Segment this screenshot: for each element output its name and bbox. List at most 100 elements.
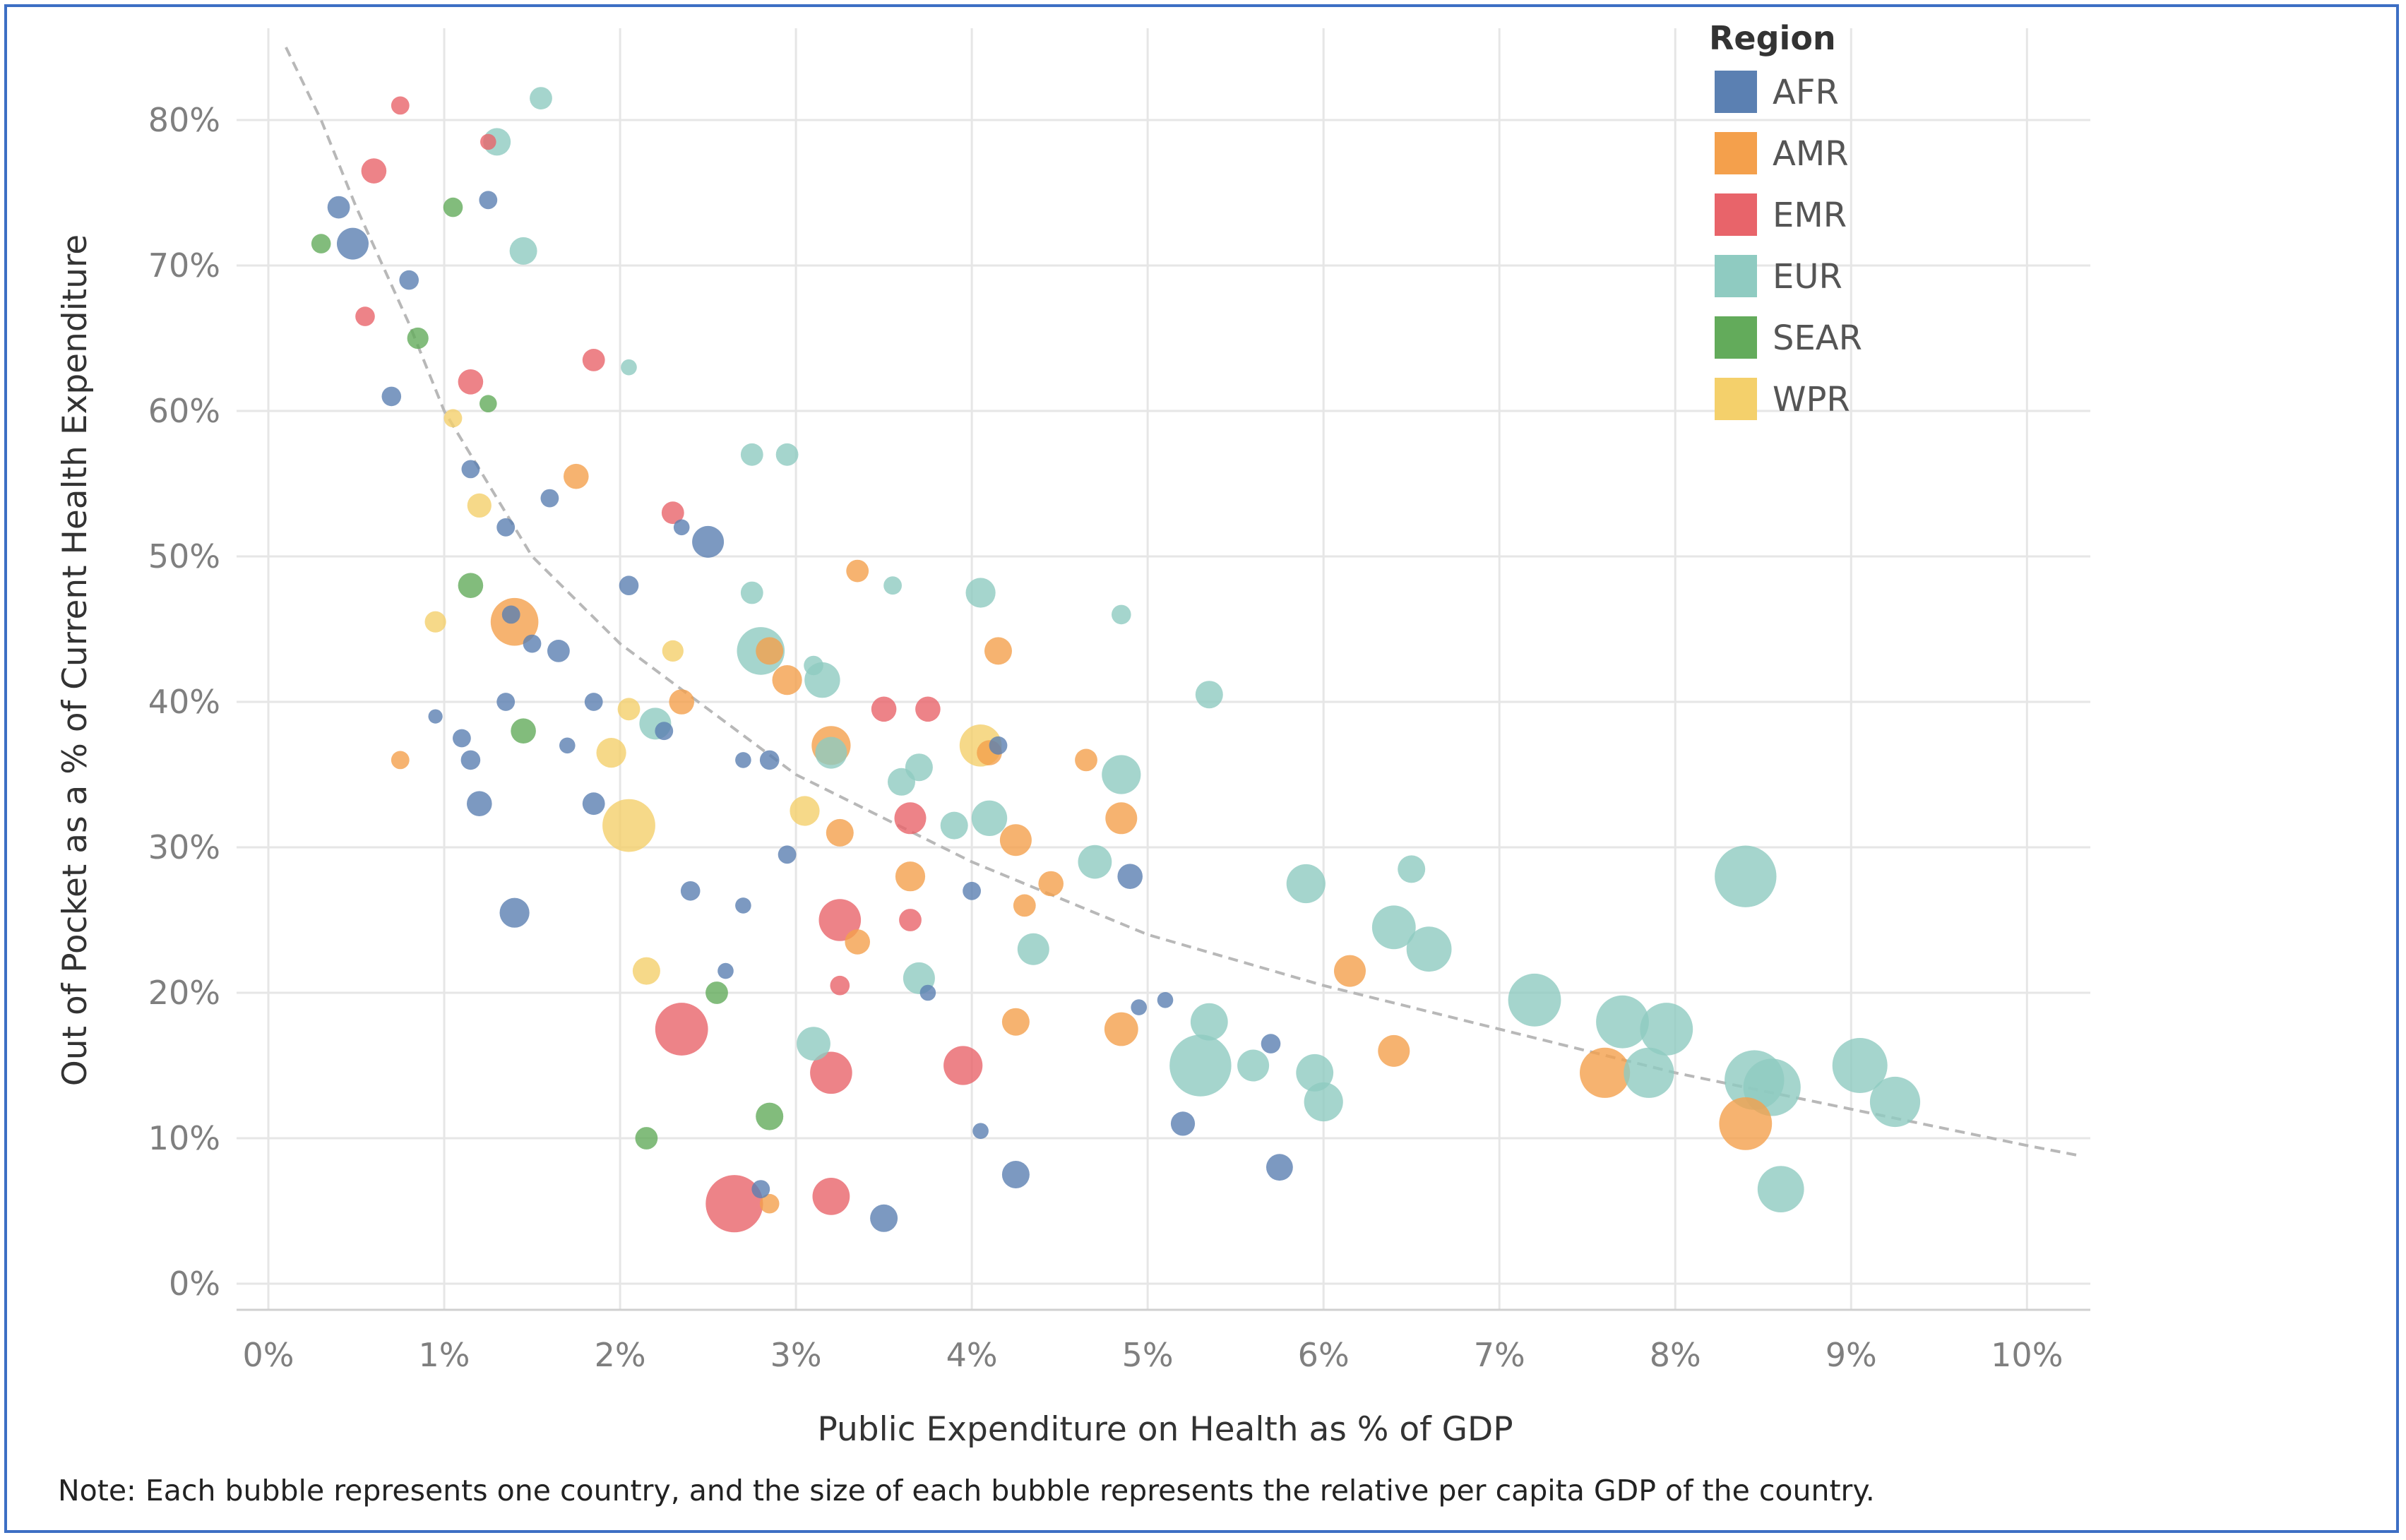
bubble-eur — [1640, 1003, 1693, 1056]
bubble-amr — [826, 818, 854, 847]
bubbles — [311, 87, 1921, 1233]
bubble-eur — [940, 811, 968, 840]
bubble-sear — [511, 718, 536, 744]
bubble-afr — [479, 191, 498, 210]
bubble-wpr — [617, 698, 641, 721]
bubble-afr — [751, 1180, 770, 1198]
footnote: Note: Each bubble represents one country… — [58, 1474, 1875, 1508]
bubble-eur — [1078, 844, 1112, 879]
bubble-eur — [1624, 1047, 1674, 1098]
bubble-afr — [467, 791, 492, 816]
bubble-eur — [797, 1027, 830, 1061]
bubble-emr — [361, 158, 387, 184]
bubble-amr — [1378, 1034, 1410, 1067]
tick-labels: 0% 1% 2% 3% 4% 5% 6% 7% 8% 9% 10% 0% 10% 20% 30% 40% 50%… — [148, 101, 2063, 1374]
bubble-afr — [461, 460, 480, 479]
bubble-amr — [1001, 1008, 1030, 1036]
bubble-amr — [999, 824, 1032, 856]
bubble-afr — [399, 270, 419, 290]
bubble-eur — [1869, 1076, 1921, 1128]
bubble-eur — [1237, 1049, 1270, 1082]
bubble-eur — [1195, 681, 1223, 709]
bubble-wpr — [443, 409, 463, 428]
bubble-eur — [965, 578, 996, 608]
bubble-eur — [1296, 1053, 1334, 1092]
bubble-afr — [619, 575, 639, 595]
bubble-emr — [480, 133, 496, 150]
bubble-eur — [621, 359, 637, 376]
bubble-afr — [1261, 1034, 1281, 1053]
bubble-amr — [1334, 955, 1366, 987]
bubble-amr — [669, 689, 694, 715]
bubble-eur — [775, 443, 799, 466]
bubble-afr — [1266, 1154, 1293, 1181]
bubble-afr — [499, 897, 530, 928]
bubble-eur — [1112, 604, 1131, 625]
bubble-amr — [759, 1193, 780, 1214]
x-tick-label: 6% — [1298, 1336, 1350, 1374]
legend: Region AFR AMR EMR EUR SEAR WPR — [1709, 19, 1862, 420]
bubble-emr — [810, 1051, 852, 1094]
legend-swatch-emr — [1715, 193, 1757, 236]
bubble-sear — [443, 197, 463, 217]
bubble-eur — [1508, 973, 1561, 1027]
bubble-wpr — [424, 611, 446, 633]
bubble-afr — [1170, 1111, 1196, 1136]
y-tick-label: 20% — [148, 974, 220, 1012]
bubble-afr — [1001, 1161, 1030, 1188]
bubble-wpr — [602, 799, 655, 852]
bubble-afr — [428, 709, 443, 724]
bubble-afr — [963, 881, 981, 900]
bubble-emr — [355, 306, 375, 326]
x-tick-label: 9% — [1826, 1336, 1877, 1374]
bubble-afr — [453, 729, 471, 748]
y-tick-label: 70% — [148, 246, 220, 285]
bubble-afr — [523, 634, 542, 653]
bubble-eur — [1190, 1003, 1228, 1041]
bubble-afr — [559, 737, 576, 754]
bubble-afr — [972, 1123, 989, 1139]
x-tick-label: 8% — [1650, 1336, 1701, 1374]
bubble-afr — [582, 792, 605, 816]
bubble-eur — [1169, 1034, 1232, 1097]
y-tick-label: 50% — [148, 537, 220, 575]
bubble-afr — [496, 518, 516, 537]
bubble-eur — [509, 237, 537, 265]
legend-label-afr: AFR — [1773, 73, 1839, 112]
bubble-eur — [530, 87, 552, 109]
bubble-amr — [1719, 1097, 1773, 1150]
bubble-amr — [1013, 894, 1036, 917]
bubble-eur — [1757, 1166, 1804, 1212]
bubble-eur — [1596, 995, 1649, 1049]
bubble-amr — [984, 637, 1012, 665]
bubble-afr — [735, 752, 751, 768]
legend-swatch-amr — [1715, 132, 1757, 174]
bubble-emr — [894, 802, 927, 835]
bubble-eur — [740, 443, 763, 466]
legend-swatch-sear — [1715, 316, 1757, 359]
bubble-afr — [717, 962, 734, 979]
bubble-amr — [756, 637, 784, 665]
bubble-emr — [943, 1046, 983, 1085]
bubble-amr — [845, 929, 870, 955]
x-tick-label: 10% — [1991, 1336, 2063, 1374]
bubble-eur — [804, 655, 823, 676]
bubble-afr — [759, 750, 780, 770]
bubble-sear — [480, 395, 497, 412]
bubble-eur — [1406, 926, 1452, 972]
bubble-afr — [540, 489, 559, 508]
bubble-afr — [460, 750, 481, 770]
x-tick-label: 1% — [419, 1336, 470, 1374]
x-tick-label: 7% — [1474, 1336, 1525, 1374]
bubble-afr — [680, 881, 701, 901]
bubble-amr — [1105, 802, 1138, 835]
bubble-eur — [1832, 1038, 1888, 1093]
bubble-emr — [915, 696, 941, 722]
bubble-amr — [1580, 1047, 1631, 1098]
y-tick-label: 10% — [148, 1119, 220, 1157]
bubble-eur — [905, 753, 933, 782]
bubble-eur — [883, 576, 902, 595]
bubble-afr — [673, 519, 690, 536]
bubble-emr — [871, 696, 897, 722]
